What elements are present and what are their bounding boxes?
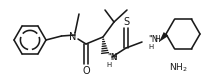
Text: S: S: [123, 17, 129, 27]
Text: H: H: [111, 54, 117, 62]
Text: NH$_2$: NH$_2$: [169, 62, 187, 74]
Polygon shape: [159, 32, 168, 42]
Text: H: H: [154, 34, 160, 44]
Text: H: H: [148, 44, 154, 50]
Text: N: N: [69, 32, 77, 42]
Text: H: H: [106, 62, 112, 68]
Text: O: O: [82, 66, 90, 76]
Text: "N: "N: [107, 54, 117, 62]
Text: "N: "N: [148, 34, 158, 44]
